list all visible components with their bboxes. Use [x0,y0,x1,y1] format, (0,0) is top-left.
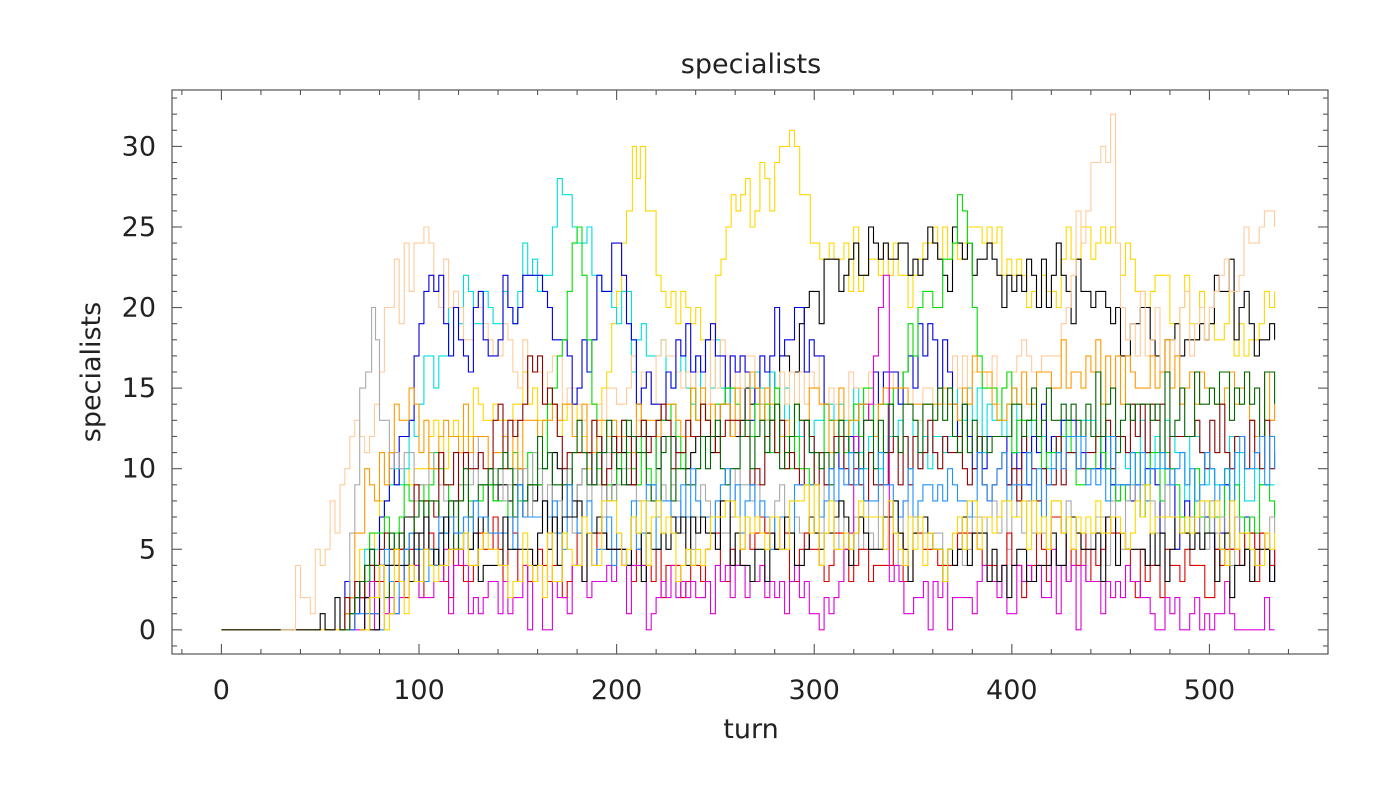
series-line-3 [280,113,1276,631]
x-tick-label: 300 [788,675,840,706]
y-tick-label: 20 [122,293,156,324]
x-tick-label: 200 [591,675,643,706]
y-tick-label: 25 [122,212,156,243]
y-axis-label: specialists [76,302,107,442]
x-tick-label: 400 [986,675,1038,706]
x-axis-label: turn [723,714,778,745]
x-tick-label: 0 [213,675,230,706]
ticklabel-layer: 0 100 200 300 400 500 0 5 10 15 20 25 30 [122,131,1236,706]
y-tick-label: 30 [122,131,156,162]
series-line-11 [340,371,1276,631]
series-line-14 [359,484,1276,631]
plot-clip-group [221,113,1276,631]
y-tick-label: 10 [122,454,156,485]
series-layer [221,113,1276,631]
x-tick-label: 500 [1184,675,1236,706]
x-tick-label: 100 [393,675,445,706]
series-line-8 [340,355,1276,631]
y-tick-label: 5 [139,534,156,565]
y-tick-label: 15 [122,373,156,404]
series-line-13 [359,500,1276,631]
chart-title: specialists [681,49,821,80]
series-line-0 [221,129,1276,631]
tick-layer [172,90,1329,654]
y-tick-label: 0 [139,615,156,646]
series-line-5 [349,194,1276,631]
